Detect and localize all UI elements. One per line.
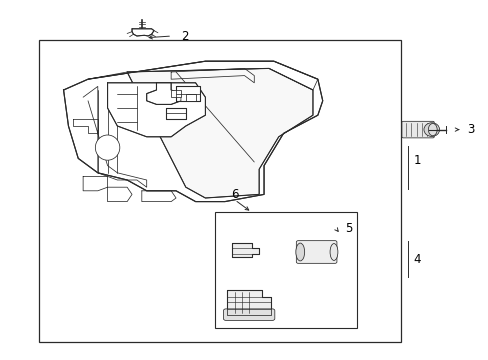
Polygon shape [63, 61, 322, 202]
Ellipse shape [329, 244, 337, 260]
FancyBboxPatch shape [296, 241, 336, 264]
FancyBboxPatch shape [223, 309, 274, 320]
Bar [39, 40, 400, 342]
Text: 3: 3 [466, 123, 473, 136]
Ellipse shape [95, 135, 120, 160]
Ellipse shape [423, 123, 439, 136]
Polygon shape [166, 108, 185, 119]
Ellipse shape [427, 123, 436, 136]
Polygon shape [146, 83, 181, 104]
Polygon shape [107, 83, 205, 137]
Bar [171, 90, 181, 97]
Polygon shape [176, 86, 200, 101]
Text: 4: 4 [412, 253, 420, 266]
Polygon shape [132, 29, 154, 36]
FancyBboxPatch shape [401, 121, 433, 138]
Text: 1: 1 [412, 154, 420, 167]
Text: 2: 2 [181, 30, 188, 42]
Bar [185, 94, 195, 101]
Polygon shape [227, 290, 271, 315]
Text: 6: 6 [230, 188, 238, 201]
Polygon shape [232, 243, 259, 257]
Ellipse shape [295, 243, 304, 261]
Polygon shape [127, 68, 312, 198]
Bar [215, 212, 356, 328]
Text: 5: 5 [344, 222, 351, 235]
